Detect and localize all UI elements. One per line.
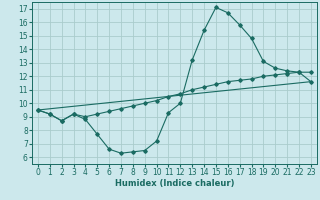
X-axis label: Humidex (Indice chaleur): Humidex (Indice chaleur) bbox=[115, 179, 234, 188]
